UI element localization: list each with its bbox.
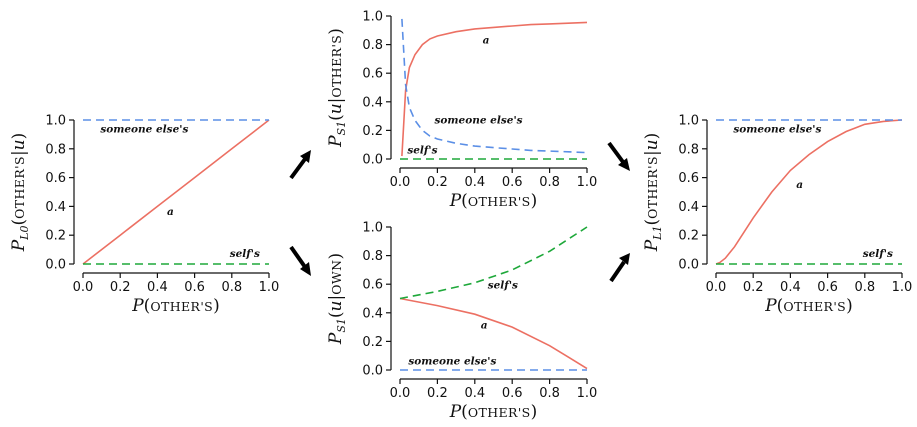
- x-tick-label: 0.0: [390, 386, 411, 401]
- series-label-someone-else: someone else's: [733, 123, 821, 135]
- series-line-a: [401, 21, 588, 157]
- x-tick-label: 0.0: [706, 280, 727, 295]
- y-tick-label: 0.4: [362, 306, 383, 321]
- series-label-a: a: [796, 179, 803, 191]
- y-tick-label: 0.2: [678, 229, 699, 244]
- x-tick-label: 0.8: [539, 175, 560, 190]
- y-tick-label: 0.8: [362, 249, 383, 264]
- x-tick-label: 0.8: [221, 280, 242, 295]
- series-label-self: self's: [863, 248, 893, 260]
- series-label-someone-else: someone else's: [435, 114, 523, 126]
- x-tick-label: 0.6: [184, 280, 205, 295]
- arrow-bottom-to-right: [609, 253, 630, 283]
- y-tick-label: 0.0: [362, 364, 383, 379]
- x-axis-title: P(OTHER'S): [449, 191, 538, 211]
- y-tick-label: 1.0: [362, 10, 383, 25]
- y-tick-label: 0.8: [678, 142, 699, 157]
- x-tick-label: 1.0: [892, 280, 913, 295]
- x-tick-label: 0.6: [502, 386, 523, 401]
- chart-panel-3: 0.0 0.2 0.4 0.6 0.8 1.0 0.0 0.2 0.4 0.6 0.8 1.0 P(OT…: [326, 221, 597, 423]
- panels-group: 0.0 0.2 0.4 0.6 0.8 1.0 0.0 0.2 0.4 0.6 0.8 1.0 P(OT…: [9, 10, 912, 423]
- chart-panel-1: 0.0 0.2 0.4 0.6 0.8 1.0 0.0 0.2 0.4 0.6 0.8 1.0 P(OT…: [9, 114, 279, 317]
- y-tick-label: 0.4: [678, 200, 699, 215]
- y-tick-label: 0.2: [45, 229, 66, 244]
- y-axis-title: PS1(u|OWN): [326, 253, 348, 345]
- y-tick-label: 1.0: [362, 221, 383, 236]
- series-line-a: [82, 119, 270, 265]
- series-line-self: [399, 226, 588, 300]
- y-tick-label: 0.4: [362, 95, 383, 110]
- series-label-a: a: [167, 206, 174, 218]
- x-tick-label: 1.0: [577, 175, 598, 190]
- x-tick-label: 0.2: [427, 386, 448, 401]
- x-tick-label: 0.0: [390, 175, 411, 190]
- chart-panel-2: 0.0 0.2 0.4 0.6 0.8 1.0 0.0 0.2 0.4 0.6 0.8 1.0 P(OT…: [326, 10, 597, 212]
- x-axis-title: P(OTHER'S): [131, 296, 220, 316]
- y-tick-label: 0.8: [362, 38, 383, 53]
- chart-panel-4: 0.0 0.2 0.4 0.6 0.8 1.0 0.0 0.2 0.4 0.6 0.8 1.0 P(OT…: [642, 114, 912, 317]
- x-axis-title: P(OTHER'S): [449, 402, 538, 422]
- x-tick-label: 0.4: [464, 175, 485, 190]
- series-label-a: a: [481, 320, 488, 332]
- series-label-self: self's: [488, 280, 518, 292]
- series-line-someone-else: [401, 18, 588, 154]
- x-tick-label: 0.2: [110, 280, 131, 295]
- series-label-someone-else: someone else's: [100, 123, 188, 135]
- x-tick-label: 0.4: [464, 386, 485, 401]
- y-tick-label: 0.2: [362, 124, 383, 139]
- x-tick-label: 0.4: [780, 280, 801, 295]
- y-tick-label: 0.4: [45, 200, 66, 215]
- x-tick-label: 0.8: [854, 280, 875, 295]
- x-axis-title: P(OTHER'S): [764, 296, 853, 316]
- y-axis-title: PL0(OTHER'S|u): [9, 133, 31, 253]
- y-tick-label: 0.6: [678, 171, 699, 186]
- x-tick-label: 0.0: [73, 280, 94, 295]
- x-tick-label: 0.2: [427, 175, 448, 190]
- y-tick-label: 0.0: [362, 153, 383, 168]
- x-tick-label: 1.0: [259, 280, 280, 295]
- series-line-a: [399, 297, 588, 370]
- x-tick-label: 1.0: [577, 386, 598, 401]
- y-tick-label: 0.0: [678, 258, 699, 273]
- y-axis-title: PL1(OTHER'S|u): [642, 133, 664, 253]
- x-tick-label: 0.4: [147, 280, 168, 295]
- y-tick-label: 0.2: [362, 335, 383, 350]
- y-tick-label: 0.6: [45, 171, 66, 186]
- arrow-left-to-bottom: [289, 245, 311, 276]
- series-label-self: self's: [230, 248, 260, 260]
- arrow-left-to-top: [289, 150, 311, 180]
- y-tick-label: 1.0: [678, 114, 699, 129]
- series-label-a: a: [483, 34, 490, 46]
- y-tick-label: 0.0: [45, 258, 66, 273]
- x-tick-label: 0.6: [502, 175, 523, 190]
- x-tick-label: 0.2: [743, 280, 764, 295]
- y-tick-label: 1.0: [45, 114, 66, 129]
- y-tick-label: 0.6: [362, 67, 383, 82]
- series-label-self: self's: [407, 144, 437, 156]
- x-tick-label: 0.8: [539, 386, 560, 401]
- arrow-top-to-right: [607, 141, 630, 171]
- y-tick-label: 0.6: [362, 278, 383, 293]
- series-line-a: [715, 119, 903, 265]
- series-label-someone-else: someone else's: [408, 355, 496, 367]
- y-axis-title: PS1(u|OTHER'S): [326, 28, 348, 148]
- x-tick-label: 0.6: [817, 280, 838, 295]
- y-tick-label: 0.8: [45, 142, 66, 157]
